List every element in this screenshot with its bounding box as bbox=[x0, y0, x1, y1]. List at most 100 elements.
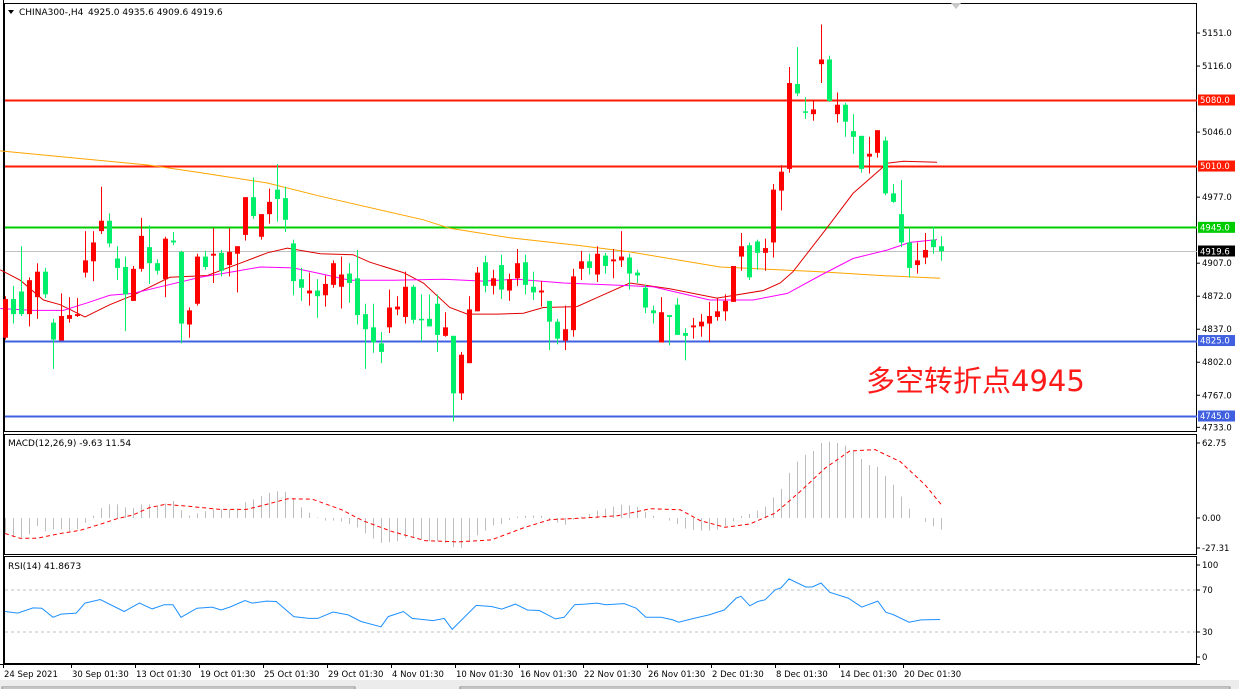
candle-body bbox=[907, 242, 912, 268]
macd-signal-line bbox=[4, 449, 942, 543]
candle-body bbox=[363, 314, 368, 330]
candle-body bbox=[499, 265, 504, 290]
candle-body bbox=[395, 306, 400, 310]
candle-body bbox=[315, 290, 320, 297]
candle bbox=[691, 317, 696, 339]
candle-body bbox=[659, 312, 664, 343]
candle-body bbox=[459, 354, 464, 394]
time-tick-label: 30 Sep 01:30 bbox=[72, 670, 129, 680]
price-axis[interactable]: 5151.0 5116.0 5046.0 4977.0 4907.0 4872.0 4837… bbox=[1197, 29, 1235, 433]
candle-body bbox=[107, 220, 112, 244]
price-tick-label: 5116.0 bbox=[1202, 62, 1232, 72]
level-price-badge bbox=[1198, 335, 1235, 347]
candle bbox=[923, 233, 928, 265]
candle-body bbox=[243, 197, 248, 235]
candle-body bbox=[163, 238, 168, 280]
chart-shift-marker-icon[interactable] bbox=[951, 3, 961, 9]
time-tick-label: 19 Oct 01:30 bbox=[200, 670, 255, 680]
candle-body bbox=[27, 280, 32, 315]
candle bbox=[771, 183, 776, 258]
time-tick-label: 10 Nov 01:30 bbox=[456, 670, 513, 680]
candle-body bbox=[819, 59, 824, 65]
candle bbox=[531, 271, 536, 300]
candle bbox=[699, 314, 704, 337]
candle-body bbox=[371, 327, 376, 343]
candle bbox=[483, 255, 488, 293]
candle-body bbox=[915, 260, 920, 266]
candle-body bbox=[435, 303, 440, 335]
candle-body bbox=[259, 214, 264, 237]
candle-body bbox=[723, 300, 728, 312]
candle-body bbox=[835, 104, 840, 115]
candle bbox=[115, 246, 120, 281]
candle bbox=[555, 318, 560, 345]
candle bbox=[683, 328, 688, 361]
price-tick-label: 5151.0 bbox=[1202, 29, 1232, 39]
chart-tab[interactable] bbox=[1, 686, 356, 689]
candle-body bbox=[19, 291, 24, 315]
candle-body bbox=[931, 239, 936, 248]
candle-body bbox=[155, 263, 160, 271]
price-tick-label: 5046.0 bbox=[1202, 128, 1232, 138]
candle bbox=[363, 303, 368, 369]
candle bbox=[907, 227, 912, 278]
candle bbox=[467, 296, 472, 364]
candle-body bbox=[787, 83, 792, 169]
candle-body bbox=[619, 256, 624, 261]
candle bbox=[59, 293, 64, 341]
candle-body bbox=[891, 193, 896, 202]
candle-body bbox=[539, 290, 544, 293]
candle-body bbox=[299, 279, 304, 288]
candle-body bbox=[427, 318, 432, 327]
candle bbox=[435, 294, 440, 352]
candle bbox=[3, 296, 8, 340]
macd-title: MACD(12,26,9) -9.63 11.54 bbox=[8, 439, 131, 449]
price-tick-label: 4802.0 bbox=[1202, 358, 1232, 368]
ohlc-readout: 4925.0 4935.6 4909.6 4919.6 bbox=[88, 8, 223, 18]
candle-body bbox=[443, 327, 448, 336]
rsi-indicator: 100 70 30 0 bbox=[4, 561, 1218, 663]
candle-body bbox=[651, 310, 656, 314]
candle-body bbox=[507, 279, 512, 291]
candle-body bbox=[131, 268, 136, 301]
chart-tab[interactable] bbox=[459, 686, 1231, 689]
candle-body bbox=[99, 220, 104, 232]
moving-average-line bbox=[0, 239, 938, 311]
candle bbox=[403, 271, 408, 324]
time-tick-label: 29 Oct 01:30 bbox=[328, 670, 383, 680]
candle-body bbox=[211, 253, 216, 256]
level-price-label: 5010.0 bbox=[1200, 162, 1230, 172]
time-axis[interactable]: 24 Sep 2021 30 Sep 01:30 13 Oct 01:30 19 Oc… bbox=[3, 664, 962, 680]
candles bbox=[3, 24, 944, 422]
candle-body bbox=[59, 316, 64, 341]
candle bbox=[99, 186, 104, 234]
candle-body bbox=[483, 262, 488, 286]
candle-body bbox=[43, 271, 48, 295]
candle-body bbox=[387, 307, 392, 328]
candle bbox=[35, 263, 40, 319]
dropdown-triangle-icon[interactable] bbox=[8, 10, 14, 14]
candle-body bbox=[667, 315, 672, 317]
rsi-tick-label: 30 bbox=[1202, 628, 1213, 638]
candle-body bbox=[83, 260, 88, 273]
candle-body bbox=[139, 235, 144, 269]
candle bbox=[883, 136, 888, 196]
candle bbox=[595, 246, 600, 283]
candle bbox=[379, 332, 384, 364]
candle bbox=[939, 236, 944, 261]
candle-body bbox=[587, 261, 592, 268]
time-tick-label: 14 Dec 01:30 bbox=[840, 670, 897, 680]
candle-body bbox=[843, 104, 848, 122]
candle bbox=[643, 284, 648, 314]
candle-body bbox=[691, 325, 696, 328]
price-tick-label: 4907.0 bbox=[1202, 259, 1232, 269]
candle-body bbox=[899, 214, 904, 243]
candle-body bbox=[883, 140, 888, 194]
candle bbox=[899, 180, 904, 248]
candle bbox=[491, 269, 496, 295]
candle bbox=[475, 266, 480, 312]
candle-body bbox=[475, 272, 480, 312]
horizontal-levels bbox=[5, 99, 1197, 418]
